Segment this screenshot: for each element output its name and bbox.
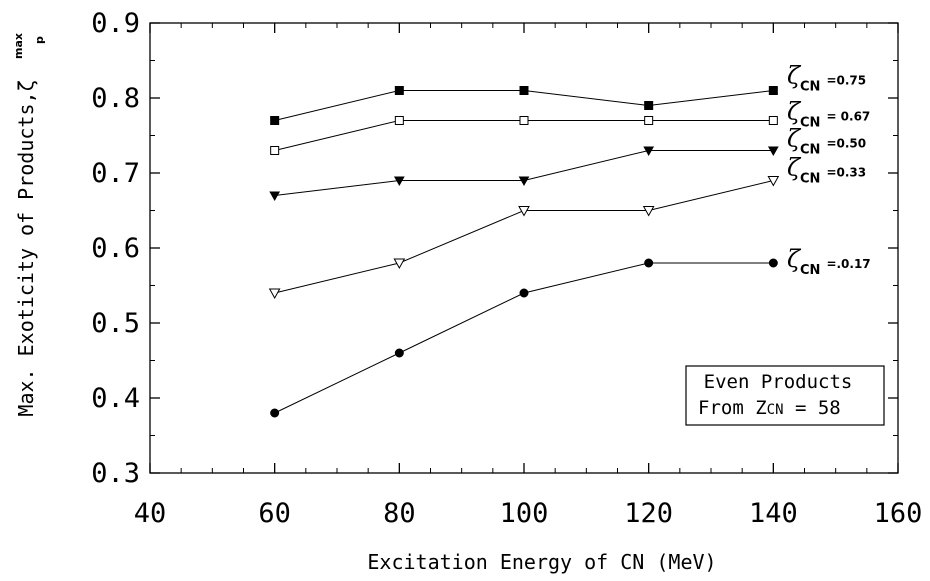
y-axis-title-main: Max. Exoticity of Products,ζ	[14, 79, 38, 416]
x-tick-label: 140	[749, 498, 798, 529]
data-point	[643, 146, 655, 157]
annotation-line1: Even Products	[704, 371, 853, 393]
x-tick-label: 160	[874, 498, 923, 529]
y-tick-label: 0.9	[91, 8, 140, 39]
x-axis-ticks: 40 60 80 100 120 140 160	[134, 23, 923, 529]
series-label-subscript: CN	[800, 172, 820, 187]
data-point	[519, 116, 529, 125]
series-label-value: =0.33	[826, 166, 866, 180]
x-tick-label: 100	[500, 498, 549, 529]
series-label-value: =0.75	[826, 74, 866, 88]
series-label: ζCN =0.33	[787, 154, 866, 187]
data-point	[268, 288, 281, 300]
data-point	[767, 146, 779, 157]
data-point	[270, 408, 280, 418]
series-line	[274, 180, 774, 294]
data-point	[644, 116, 654, 125]
series-label: ζCN = 0.67	[787, 98, 870, 131]
series-label-subscript: CN	[800, 263, 820, 278]
data-point	[644, 258, 654, 268]
series-label-symbol: ζ	[787, 98, 802, 126]
series-label: ζCN =0.75	[787, 62, 866, 95]
series-5	[270, 258, 778, 418]
series-label-symbol: ζ	[787, 154, 802, 182]
data-point	[393, 258, 406, 270]
data-point	[768, 258, 778, 268]
data-point	[519, 86, 529, 95]
x-tick-label: 120	[624, 498, 673, 529]
data-point	[768, 116, 778, 125]
y-tick-label: 0.6	[91, 233, 140, 264]
annotation-line2-prefix: From Z	[698, 397, 767, 419]
x-axis-title: Excitation Energy of CN (MeV)	[367, 550, 716, 574]
y-tick-label: 0.5	[91, 308, 140, 339]
y-tick-label: 0.7	[91, 158, 140, 189]
y-axis-title-superscript: max	[12, 33, 25, 59]
data-point	[394, 348, 404, 358]
annotation-line2: From ZCN = 58	[698, 397, 841, 419]
data-point	[393, 176, 405, 187]
annotation-line2-suffix: = 58	[784, 397, 841, 419]
series-label-subscript: CN	[800, 116, 820, 131]
series-4	[268, 176, 780, 300]
series-2	[270, 116, 778, 155]
series-group	[268, 86, 780, 418]
x-tick-label: 40	[134, 498, 167, 529]
series-3	[269, 146, 779, 202]
series-label-subscript: CN	[800, 80, 820, 95]
y-axis-ticks: 0.3 0.4 0.5 0.6 0.7 0.8 0.9	[91, 8, 898, 489]
data-point	[644, 101, 654, 110]
y-axis-title: Max. Exoticity of Products,ζ	[14, 79, 38, 416]
series-label-symbol: ζ	[787, 125, 802, 153]
series-line	[274, 150, 774, 196]
data-point	[394, 116, 404, 125]
y-axis-title-group: Max. Exoticity of Products,ζ	[14, 79, 38, 416]
data-point	[269, 191, 281, 202]
y-tick-label: 0.4	[91, 383, 140, 414]
data-point	[518, 176, 530, 187]
series-label-value: = 0.67	[826, 110, 870, 124]
x-tick-label: 60	[258, 498, 291, 529]
series-label: ζCN =0.50	[787, 125, 866, 158]
data-point	[768, 86, 778, 95]
data-point	[270, 146, 280, 155]
data-point	[270, 116, 280, 125]
annotation-line2-sub: CN	[767, 402, 784, 418]
y-tick-label: 0.8	[91, 83, 140, 114]
data-point	[518, 206, 530, 217]
data-point	[767, 176, 780, 187]
data-point	[519, 288, 529, 298]
series-label-symbol: ζ	[787, 62, 802, 90]
series-label: ζCN =.0.17	[787, 245, 871, 278]
data-point	[394, 86, 404, 95]
data-point	[642, 206, 655, 217]
x-tick-label: 80	[383, 498, 416, 529]
series-label-subscript: CN	[800, 143, 820, 158]
y-axis-title-subscript: p	[33, 36, 46, 44]
series-1	[270, 86, 778, 125]
series-label-value: =.0.17	[826, 257, 870, 271]
y-tick-label: 0.3	[91, 458, 140, 489]
series-label-value: =0.50	[826, 137, 866, 151]
annotation-box: Even Products From ZCN = 58	[685, 365, 885, 426]
series-label-symbol: ζ	[787, 245, 802, 273]
